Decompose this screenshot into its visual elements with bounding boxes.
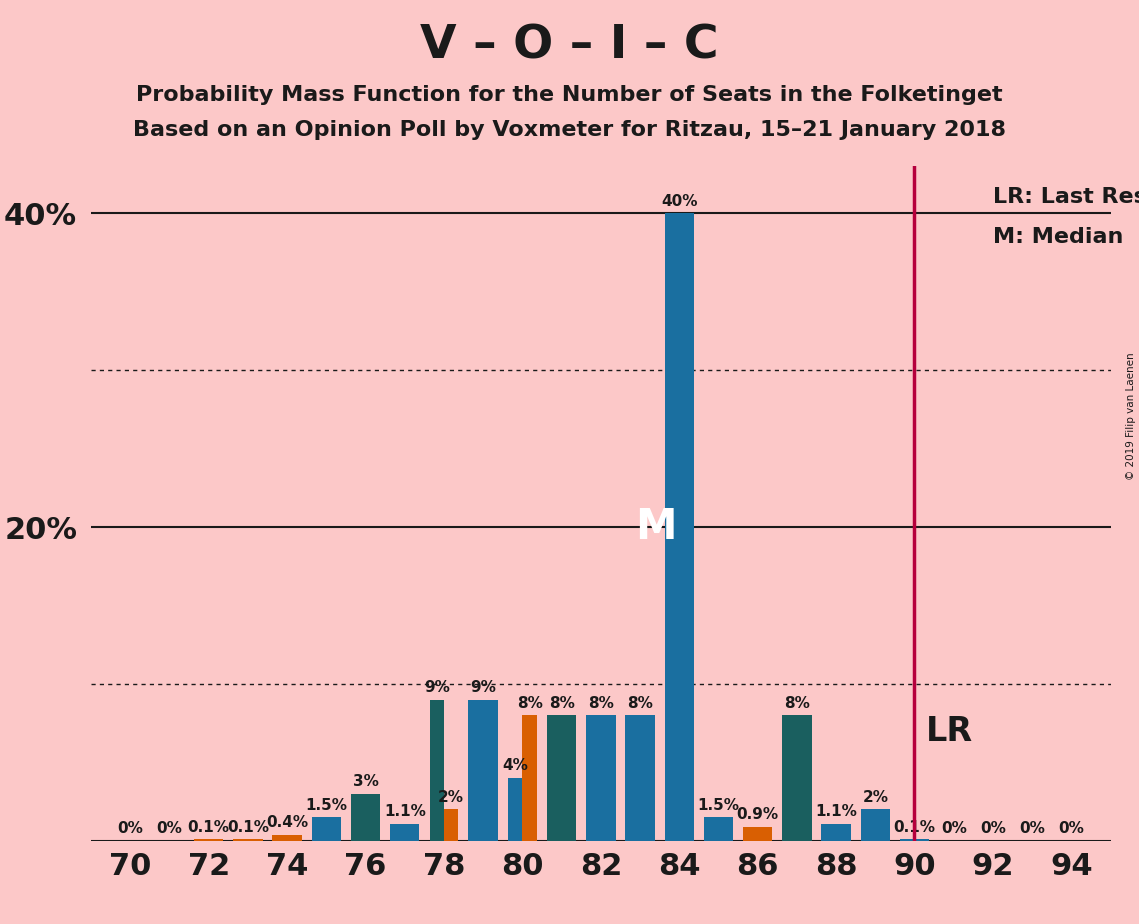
Text: 1.1%: 1.1% xyxy=(816,804,857,819)
Bar xyxy=(547,715,576,841)
Bar xyxy=(743,827,772,841)
Text: 0%: 0% xyxy=(1058,821,1084,836)
Bar xyxy=(900,839,929,841)
Text: 1.5%: 1.5% xyxy=(305,797,347,812)
Text: 0.4%: 0.4% xyxy=(267,815,309,830)
Bar xyxy=(625,715,655,841)
Text: V – O – I – C: V – O – I – C xyxy=(420,23,719,68)
Bar xyxy=(468,699,498,841)
Text: Probability Mass Function for the Number of Seats in the Folketinget: Probability Mass Function for the Number… xyxy=(137,85,1002,105)
Text: 0%: 0% xyxy=(1019,821,1046,836)
Text: 8%: 8% xyxy=(628,696,653,711)
Text: 40%: 40% xyxy=(661,194,697,209)
Text: 0.9%: 0.9% xyxy=(737,807,779,822)
Text: 0.1%: 0.1% xyxy=(893,820,935,834)
Text: 1.1%: 1.1% xyxy=(384,804,426,819)
Text: LR: LR xyxy=(926,714,974,748)
Text: 8%: 8% xyxy=(588,696,614,711)
Text: 8%: 8% xyxy=(784,696,810,711)
Text: 9%: 9% xyxy=(470,680,497,695)
Bar xyxy=(429,699,444,841)
Text: 0%: 0% xyxy=(980,821,1006,836)
Text: 8%: 8% xyxy=(549,696,574,711)
Bar xyxy=(351,794,380,841)
Bar xyxy=(782,715,812,841)
Text: 0%: 0% xyxy=(941,821,967,836)
Bar xyxy=(312,818,341,841)
Text: LR: Last Result: LR: Last Result xyxy=(993,187,1139,207)
Text: Based on an Opinion Poll by Voxmeter for Ritzau, 15–21 January 2018: Based on an Opinion Poll by Voxmeter for… xyxy=(133,120,1006,140)
Bar xyxy=(523,715,536,841)
Text: 1.5%: 1.5% xyxy=(697,797,739,812)
Bar xyxy=(194,839,223,841)
Bar xyxy=(233,839,263,841)
Text: 0.1%: 0.1% xyxy=(188,820,230,834)
Text: 0%: 0% xyxy=(117,821,144,836)
Text: 3%: 3% xyxy=(353,774,378,789)
Bar xyxy=(272,834,302,841)
Text: 0%: 0% xyxy=(156,821,182,836)
Text: 2%: 2% xyxy=(862,790,888,805)
Bar xyxy=(390,823,419,841)
Text: M: Median: M: Median xyxy=(993,227,1124,247)
Text: 8%: 8% xyxy=(517,696,542,711)
Bar xyxy=(664,213,694,841)
Bar xyxy=(587,715,615,841)
Text: © 2019 Filip van Laenen: © 2019 Filip van Laenen xyxy=(1126,352,1136,480)
Bar xyxy=(821,823,851,841)
Text: 4%: 4% xyxy=(502,759,528,773)
Text: 2%: 2% xyxy=(439,790,465,805)
Bar xyxy=(444,809,458,841)
Bar xyxy=(508,778,523,841)
Bar xyxy=(704,818,734,841)
Text: 9%: 9% xyxy=(424,680,450,695)
Text: 0.1%: 0.1% xyxy=(227,820,269,834)
Text: M: M xyxy=(634,506,677,548)
Bar xyxy=(861,809,890,841)
